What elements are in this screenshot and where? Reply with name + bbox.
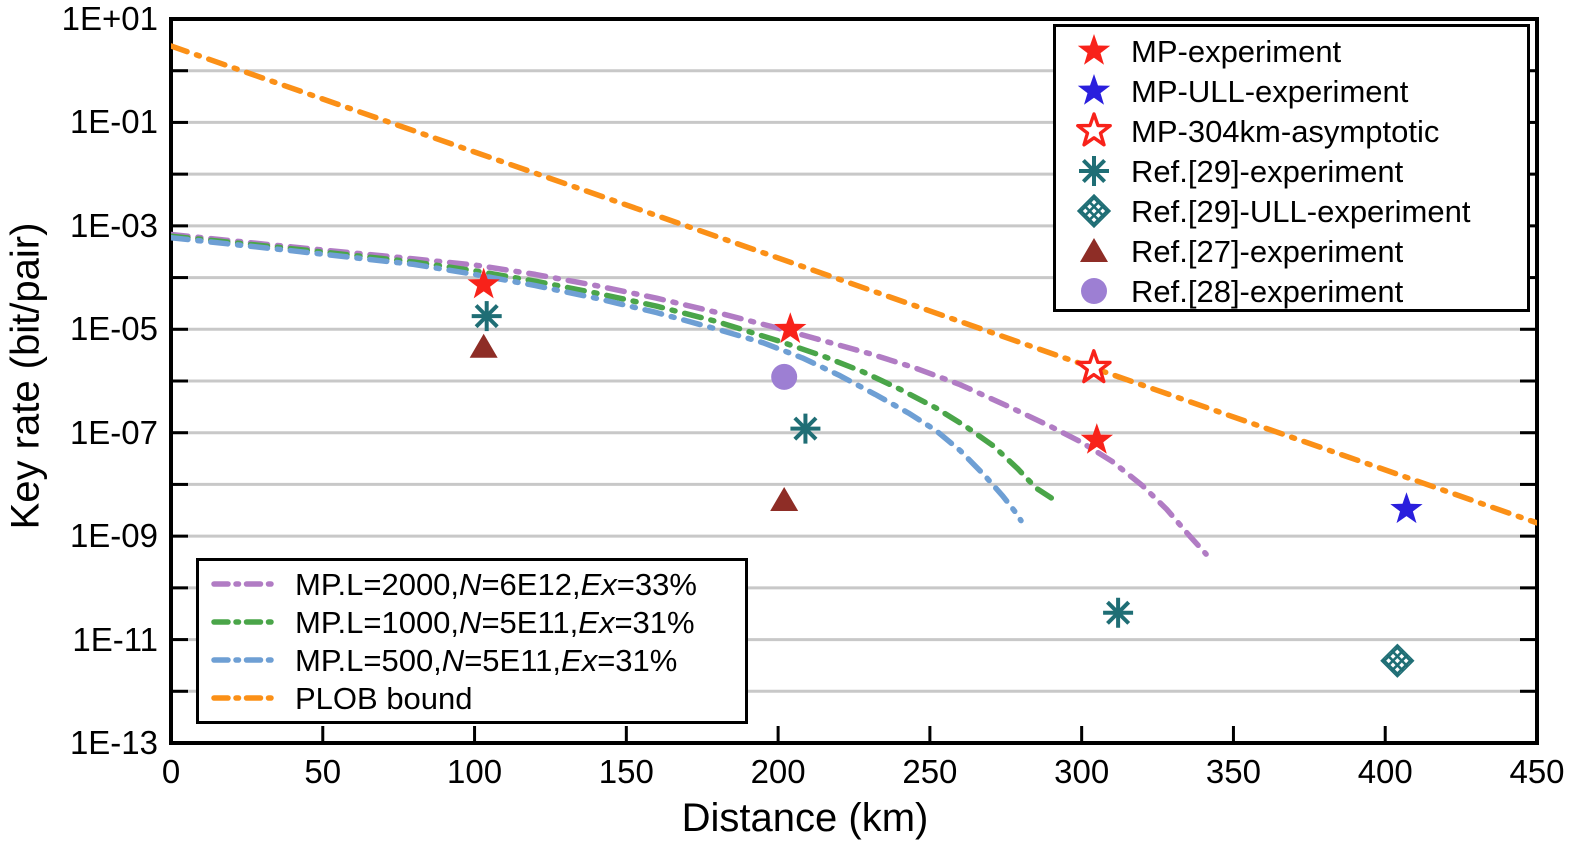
x-tick-label: 450 xyxy=(1509,753,1565,790)
star-marker xyxy=(1390,492,1423,524)
scatter-mp-experiment xyxy=(467,267,1113,454)
asterisk8-icon xyxy=(1079,156,1109,186)
curves-legend: MP.L=2000,N=6E12,Ex=33% MP.L=1000,N=5E11,… xyxy=(196,558,748,724)
curve-mp-l-2000-n-6e12-ex-33- xyxy=(171,231,1209,557)
legend-item-mp-l-500-n-5e11-ex-31-: MP.L=500,N=5E11,Ex=31% xyxy=(211,645,741,676)
plot-border xyxy=(169,17,1539,745)
y-tick-label: 1E-09 xyxy=(69,517,158,555)
scatter-ref-27-experiment xyxy=(469,333,799,511)
star-marker xyxy=(1080,423,1113,454)
dash-dot-line-icon xyxy=(211,581,279,587)
legend-item-mp-l-2000-n-6e12-ex-33-: MP.L=2000,N=6E12,Ex=33% xyxy=(211,569,741,600)
legend-label: Ref.[27]-experiment xyxy=(1131,233,1404,269)
star-icon xyxy=(1077,34,1111,65)
dash-dot-line-icon xyxy=(211,619,279,625)
y-tick-label: 1E-01 xyxy=(69,103,158,141)
scatter-mp-ull-experiment xyxy=(1390,492,1423,524)
star-icon xyxy=(1077,74,1111,105)
star-open-icon xyxy=(1076,112,1112,147)
legend-label: MP.L=1000,N=5E11,Ex=31% xyxy=(295,604,695,640)
legend-label: MP-304km-asymptotic xyxy=(1131,113,1440,149)
dash-dot-line-icon xyxy=(211,657,279,663)
legend-label: MP.L=500,N=5E11,Ex=31% xyxy=(295,642,678,678)
scatter-mp-304km-asymptotic xyxy=(1075,349,1112,384)
legend-item-mp-304km-asymptotic: MP-304km-asymptotic xyxy=(1070,111,1523,151)
markers-legend: MP-experiment MP-ULL-experiment MP-304km-a… xyxy=(1053,24,1530,312)
asterisk-marker xyxy=(790,413,821,444)
legend-item-ref-29-experiment: Ref.[29]-experiment xyxy=(1070,151,1523,191)
circle-marker xyxy=(1081,278,1107,304)
y-tick-label: 1E-05 xyxy=(69,310,158,348)
asterisk-marker xyxy=(1103,597,1134,628)
hatch-diamond-marker xyxy=(1381,644,1414,677)
legend-item-mp-l-1000-n-5e11-ex-31-: MP.L=1000,N=5E11,Ex=31% xyxy=(211,607,741,638)
legend-item-ref-29-ull-experiment: Ref.[29]-ULL-experiment xyxy=(1070,191,1523,231)
legend-item-ref-27-experiment: Ref.[27]-experiment xyxy=(1070,231,1523,271)
x-tick-label: 350 xyxy=(1205,753,1261,790)
y-tick-label: 1E+01 xyxy=(61,0,158,37)
x-tick-label: 50 xyxy=(304,753,342,790)
scatter-ref-29-ull-experiment xyxy=(1380,643,1415,678)
star-marker xyxy=(467,267,500,299)
x-tick-label: 250 xyxy=(902,753,958,790)
asterisk-marker xyxy=(1079,156,1109,186)
y-tick-label: 1E-11 xyxy=(72,620,158,658)
x-tick-label: 200 xyxy=(750,753,806,790)
triangle-icon xyxy=(1080,238,1108,262)
y-tick-label: 1E-07 xyxy=(69,413,158,451)
legend-label: MP-ULL-experiment xyxy=(1131,73,1409,109)
legend-item-mp-experiment: MP-experiment xyxy=(1070,31,1523,71)
x-axis-title: Distance (km) xyxy=(681,796,929,840)
asterisk-marker xyxy=(471,301,502,332)
diamond-hatch-icon xyxy=(1076,193,1112,229)
x-tick-label: 400 xyxy=(1357,753,1413,790)
open-star-marker xyxy=(1075,349,1112,384)
legend-label: MP-experiment xyxy=(1131,33,1342,69)
dash-dot-line-icon xyxy=(211,695,279,701)
scatter-ref-29-experiment xyxy=(471,301,1134,628)
curve-mp-l-1000-n-5e11-ex-31- xyxy=(171,233,1055,501)
legend-label: PLOB bound xyxy=(295,680,473,716)
star-marker xyxy=(774,312,807,343)
y-tick-label: 1E-13 xyxy=(69,724,158,761)
circle-icon xyxy=(1081,278,1107,304)
star-marker xyxy=(1077,34,1111,65)
triangle-marker xyxy=(469,333,498,358)
y-tick-label: 1E-03 xyxy=(69,206,158,244)
legend-label: Ref.[29]-experiment xyxy=(1131,153,1404,189)
star-marker xyxy=(1077,74,1111,105)
legend-item-mp-ull-experiment: MP-ULL-experiment xyxy=(1070,71,1523,111)
x-tick-label: 300 xyxy=(1054,753,1110,790)
legend-label: MP.L=2000,N=6E12,Ex=33% xyxy=(295,566,697,602)
open-star-marker xyxy=(1076,112,1112,147)
y-axis-title: Key rate (bit/pair) xyxy=(3,222,48,530)
legend-label: Ref.[28]-experiment xyxy=(1131,273,1404,309)
x-tick-label: 0 xyxy=(161,753,181,790)
x-tick-label: 150 xyxy=(598,753,654,790)
curve-plob-bound xyxy=(171,43,1537,526)
legend-item-ref-28-experiment: Ref.[28]-experiment xyxy=(1070,271,1523,311)
x-tick-label: 100 xyxy=(447,753,503,790)
circle-marker xyxy=(771,363,798,390)
curve-mp-l-500-n-5e11-ex-31- xyxy=(171,234,1024,524)
legend-label: Ref.[29]-ULL-experiment xyxy=(1131,193,1471,229)
triangle-marker xyxy=(1080,238,1108,262)
legend-item-plob-bound: PLOB bound xyxy=(211,683,741,714)
triangle-marker xyxy=(770,486,799,511)
scatter-ref-28-experiment xyxy=(771,363,798,390)
